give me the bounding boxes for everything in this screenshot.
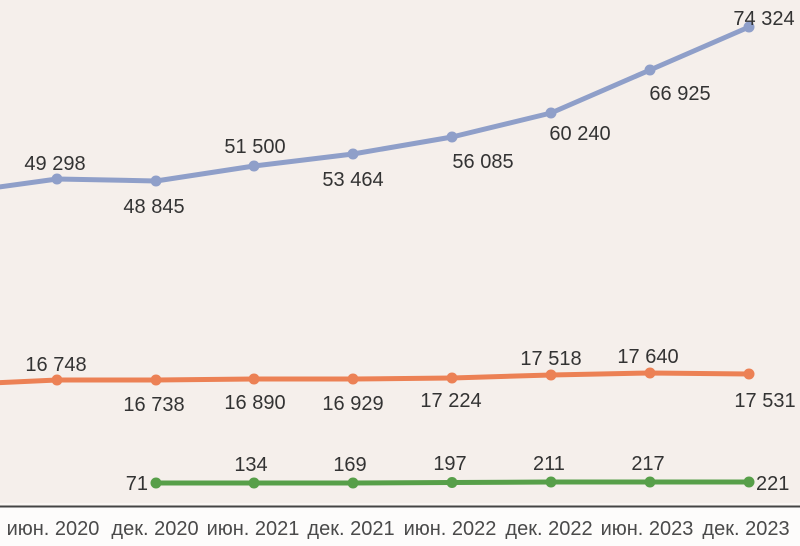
top-label-0: 49 298 [24, 153, 85, 175]
top-point-1 [150, 175, 162, 187]
plot-bottom-strip [0, 503, 800, 506]
top-point-2 [248, 160, 260, 172]
top-point-7 [743, 21, 755, 33]
middle-label-0: 16 748 [25, 354, 86, 376]
top-point-6 [644, 64, 656, 76]
x-tick-3: дек. 2021 [307, 518, 394, 540]
middle-label-3: 16 929 [322, 393, 383, 415]
middle-label-6: 17 640 [617, 346, 678, 368]
bottom-point-6 [743, 476, 755, 488]
x-axis-line [0, 505, 800, 508]
middle-point-6 [644, 367, 656, 379]
bottom-label-6: 221 [756, 473, 789, 495]
bottom-point-3 [446, 477, 458, 488]
top-point-4 [446, 131, 458, 143]
middle-label-2: 16 890 [224, 392, 285, 414]
bottom-point-1 [248, 477, 260, 489]
middle-label-5: 17 518 [520, 348, 581, 370]
plot-background [0, 0, 800, 503]
x-tick-2: июн. 2021 [207, 518, 300, 540]
bottom-point-4 [545, 476, 557, 488]
top-label-5: 60 240 [549, 123, 610, 145]
middle-label-7: 17 531 [734, 390, 795, 412]
top-label-2: 51 500 [224, 136, 285, 158]
middle-label-1: 16 738 [123, 394, 184, 416]
bottom-label-4: 211 [533, 453, 565, 475]
top-point-3 [347, 148, 359, 160]
middle-point-2 [248, 373, 260, 385]
bottom-label-0: 71 [126, 473, 148, 495]
x-tick-6: июн. 2023 [601, 518, 694, 540]
middle-point-5 [545, 369, 557, 381]
middle-point-1 [150, 374, 162, 386]
x-tick-5: дек. 2022 [505, 518, 592, 540]
top-label-3: 53 464 [322, 169, 383, 191]
x-axis-labels: июн. 2020 дек. 2020 июн. 2021 дек. 2021 … [7, 518, 790, 540]
top-point-5 [545, 107, 557, 119]
x-tick-0: июн. 2020 [7, 518, 100, 540]
middle-label-4: 17 224 [420, 390, 481, 412]
x-tick-4: июн. 2022 [404, 518, 497, 540]
x-tick-7: дек. 2023 [702, 518, 789, 540]
top-label-6: 66 925 [649, 83, 710, 105]
series-bottom: 71 134 169 197 211 217 221 [126, 453, 790, 495]
bottom-point-5 [644, 476, 656, 488]
top-label-7: 74 324 [733, 8, 794, 30]
middle-point-7 [743, 368, 755, 380]
bottom-label-5: 217 [631, 453, 664, 475]
bottom-label-2: 169 [333, 454, 366, 476]
middle-point-0 [51, 374, 63, 386]
top-point-0 [51, 173, 63, 185]
bottom-point-0 [150, 477, 162, 489]
footer-background [0, 507, 800, 541]
series-top: 49 298 48 845 51 500 53 464 56 085 60 24… [0, 8, 795, 218]
middle-point-3 [347, 373, 359, 385]
middle-point-4 [446, 372, 458, 384]
top-label-4: 56 085 [452, 151, 513, 173]
top-label-1: 48 845 [123, 196, 184, 218]
bottom-label-3: 197 [433, 453, 466, 475]
x-tick-1: дек. 2020 [111, 518, 198, 540]
series-middle: 16 748 16 738 16 890 16 929 17 224 17 51… [0, 346, 796, 416]
bottom-label-1: 134 [234, 454, 267, 476]
bottom-point-2 [347, 477, 359, 489]
